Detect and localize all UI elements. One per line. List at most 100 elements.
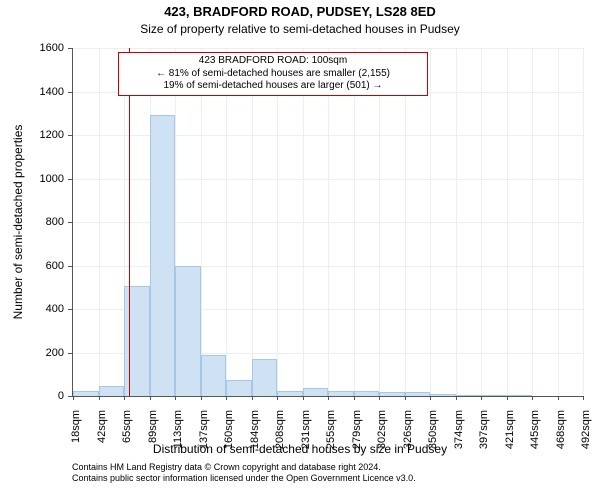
x-tick-mark <box>405 396 406 400</box>
x-tick-label: 18sqm <box>70 410 82 443</box>
grid-line <box>328 48 329 396</box>
grid-line <box>201 48 202 396</box>
chart-subtitle: Size of property relative to semi-detach… <box>0 22 600 36</box>
x-tick-mark <box>558 396 559 400</box>
histogram-bar <box>379 392 405 396</box>
y-tick-label: 1000 <box>30 173 64 185</box>
x-tick-mark <box>328 396 329 400</box>
x-tick-mark <box>175 396 176 400</box>
y-tick-mark <box>68 222 72 223</box>
y-axis-label: Number of semi-detached properties <box>11 125 25 320</box>
x-tick-mark <box>583 396 584 400</box>
y-tick-mark <box>68 92 72 93</box>
annotation-line-1: 423 BRADFORD ROAD: 100sqm <box>123 55 423 68</box>
x-tick-mark <box>354 396 355 400</box>
y-tick-mark <box>68 48 72 49</box>
annotation-line-3: 19% of semi-detached houses are larger (… <box>123 80 423 93</box>
x-tick-mark <box>507 396 508 400</box>
chart-container: 423, BRADFORD ROAD, PUDSEY, LS28 8ED Siz… <box>0 0 600 500</box>
grid-line <box>252 48 253 396</box>
grid-line <box>277 48 278 396</box>
grid-line <box>456 48 457 396</box>
x-tick-mark <box>303 396 304 400</box>
x-tick-label: 89sqm <box>147 410 159 443</box>
y-tick-mark <box>68 309 72 310</box>
y-tick-mark <box>68 179 72 180</box>
x-tick-label: 326sqm <box>402 410 414 449</box>
grid-line <box>430 48 431 396</box>
y-tick-mark <box>68 266 72 267</box>
y-tick-label: 200 <box>30 347 64 359</box>
x-tick-mark <box>277 396 278 400</box>
x-tick-label: 302sqm <box>376 410 388 449</box>
x-tick-label: 374sqm <box>453 410 465 449</box>
x-tick-mark <box>201 396 202 400</box>
x-tick-mark <box>481 396 482 400</box>
grid-line <box>481 48 482 396</box>
x-tick-mark <box>73 396 74 400</box>
grid-line <box>354 48 355 396</box>
histogram-bar <box>328 391 354 396</box>
x-tick-label: 184sqm <box>249 410 261 449</box>
x-tick-label: 445sqm <box>529 410 541 449</box>
x-tick-mark <box>532 396 533 400</box>
chart-title: 423, BRADFORD ROAD, PUDSEY, LS28 8ED <box>0 4 600 19</box>
x-tick-label: 42sqm <box>96 410 108 443</box>
x-tick-label: 208sqm <box>274 410 286 449</box>
y-tick-label: 1400 <box>30 86 64 98</box>
reference-line <box>129 48 130 396</box>
histogram-bar <box>277 391 303 396</box>
x-tick-label: 468sqm <box>555 410 567 449</box>
x-tick-mark <box>124 396 125 400</box>
histogram-bar <box>226 380 252 396</box>
grid-line <box>303 48 304 396</box>
annotation-box: 423 BRADFORD ROAD: 100sqm ← 81% of semi-… <box>118 52 428 96</box>
grid-line <box>226 48 227 396</box>
x-tick-label: 137sqm <box>198 410 210 449</box>
histogram-bar <box>175 266 201 397</box>
y-tick-label: 400 <box>30 303 64 315</box>
histogram-bar <box>456 395 482 396</box>
x-tick-label: 65sqm <box>121 410 133 443</box>
x-tick-mark <box>150 396 151 400</box>
x-tick-label: 255sqm <box>325 410 337 449</box>
x-tick-mark <box>430 396 431 400</box>
grid-line <box>99 48 100 396</box>
x-tick-mark <box>456 396 457 400</box>
y-tick-label: 0 <box>30 390 64 402</box>
grid-line <box>379 48 380 396</box>
x-tick-label: 279sqm <box>351 410 363 449</box>
footer-attribution: Contains HM Land Registry data © Crown c… <box>72 462 416 485</box>
x-tick-mark <box>226 396 227 400</box>
grid-line <box>405 48 406 396</box>
x-tick-label: 160sqm <box>223 410 235 449</box>
histogram-bar <box>150 115 176 396</box>
y-tick-label: 1200 <box>30 129 64 141</box>
footer-line-2: Contains public sector information licen… <box>72 473 416 484</box>
histogram-bar <box>354 391 380 396</box>
x-tick-label: 350sqm <box>427 410 439 449</box>
grid-line <box>558 48 559 396</box>
grid-line <box>532 48 533 396</box>
histogram-bar <box>201 355 227 396</box>
y-tick-label: 1600 <box>30 42 64 54</box>
histogram-bar <box>507 395 533 396</box>
y-tick-label: 600 <box>30 260 64 272</box>
grid-line <box>507 48 508 396</box>
histogram-bar <box>303 388 329 396</box>
x-tick-label: 397sqm <box>478 410 490 449</box>
y-tick-mark <box>68 353 72 354</box>
x-tick-label: 231sqm <box>300 410 312 449</box>
x-tick-mark <box>99 396 100 400</box>
x-tick-label: 492sqm <box>580 410 592 449</box>
y-tick-mark <box>68 135 72 136</box>
footer-line-1: Contains HM Land Registry data © Crown c… <box>72 462 416 473</box>
histogram-bar <box>481 395 507 396</box>
x-tick-mark <box>252 396 253 400</box>
y-tick-mark <box>68 396 72 397</box>
y-tick-label: 800 <box>30 216 64 228</box>
plot-area <box>72 48 583 397</box>
grid-line <box>583 48 584 396</box>
histogram-bar <box>405 392 431 396</box>
histogram-bar <box>430 394 456 396</box>
